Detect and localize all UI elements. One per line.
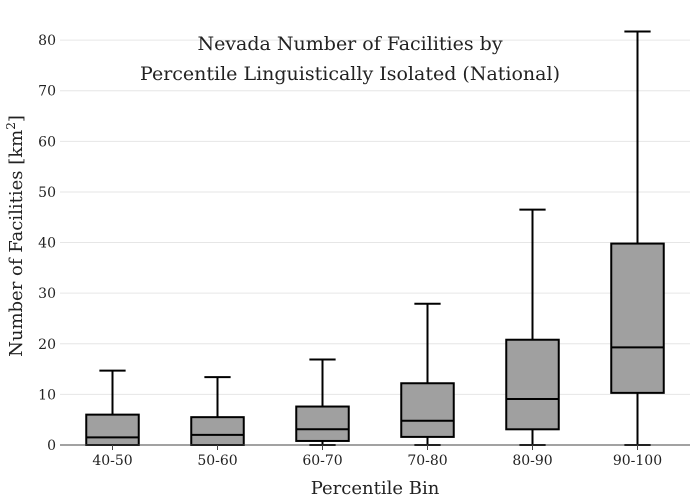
x-tick-label: 90-100 <box>613 453 662 469</box>
box-90-100 <box>610 30 665 446</box>
x-axis-title: Percentile Bin <box>311 478 440 499</box>
box-40-50 <box>85 369 140 447</box>
box-iqr <box>400 382 455 438</box>
y-tick-label: 50 <box>38 185 56 201</box>
y-axis-title-end: ] <box>6 115 27 122</box>
box-iqr <box>190 416 245 447</box>
y-axis-title: Number of Facilities [km2] <box>4 115 27 357</box>
box-60-70 <box>295 358 350 446</box>
box-50-60 <box>190 376 245 447</box>
chart-title-line2: Percentile Linguistically Isolated (Nati… <box>140 63 560 85</box>
y-tick-label: 60 <box>38 134 56 150</box>
box-iqr <box>85 413 140 447</box>
x-tick-label: 40-50 <box>92 453 132 469</box>
x-tick-label: 80-90 <box>512 453 552 469</box>
box-iqr <box>610 242 665 394</box>
box-70-80 <box>400 302 455 446</box>
y-tick-label: 20 <box>38 337 56 353</box>
boxes <box>85 30 665 447</box>
chart-title-line1: Nevada Number of Facilities by <box>197 33 502 55</box>
y-axis-title-sup: 2 <box>4 122 18 130</box>
x-tick-label: 60-70 <box>302 453 342 469</box>
box-iqr <box>295 405 350 442</box>
y-tick-label: 30 <box>38 286 56 302</box>
y-tick-label: 0 <box>47 438 56 454</box>
box-80-90 <box>505 208 560 446</box>
y-tick-label: 70 <box>38 84 56 100</box>
x-axis-ticks: 40-50 50-60 60-70 70-80 80-90 90-100 <box>92 445 662 469</box>
y-axis-title-main: Number of Facilities [km <box>6 130 27 357</box>
x-tick-label: 50-60 <box>197 453 237 469</box>
box-iqr <box>505 338 560 431</box>
y-axis-ticks: 0 10 20 30 40 50 60 70 80 <box>38 33 56 454</box>
y-tick-label: 80 <box>38 33 56 49</box>
y-tick-label: 10 <box>38 387 56 403</box>
x-tick-label: 70-80 <box>407 453 447 469</box>
gridlines <box>60 39 690 395</box>
y-tick-label: 40 <box>38 236 56 252</box>
